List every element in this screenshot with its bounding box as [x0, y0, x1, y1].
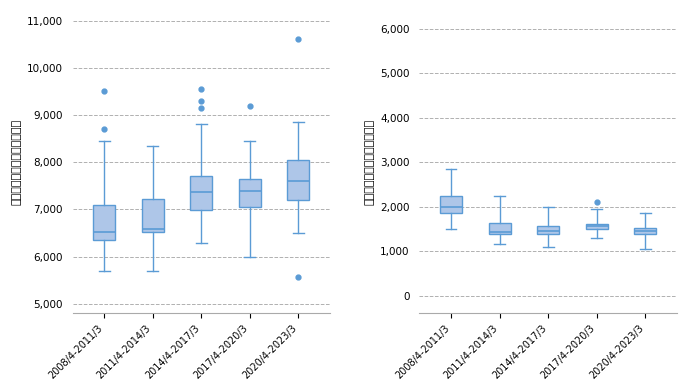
PathPatch shape: [488, 223, 510, 234]
PathPatch shape: [93, 205, 115, 240]
PathPatch shape: [537, 226, 559, 234]
PathPatch shape: [191, 176, 212, 211]
Y-axis label: 株式会社の解散（月あたり）: 株式会社の解散（月あたり）: [365, 119, 375, 205]
PathPatch shape: [440, 196, 462, 213]
PathPatch shape: [585, 225, 608, 229]
PathPatch shape: [634, 228, 656, 234]
PathPatch shape: [239, 179, 261, 207]
PathPatch shape: [142, 199, 164, 232]
Y-axis label: 株式会社の設立（月あたり）: 株式会社の設立（月あたり）: [11, 119, 21, 205]
PathPatch shape: [288, 160, 310, 200]
